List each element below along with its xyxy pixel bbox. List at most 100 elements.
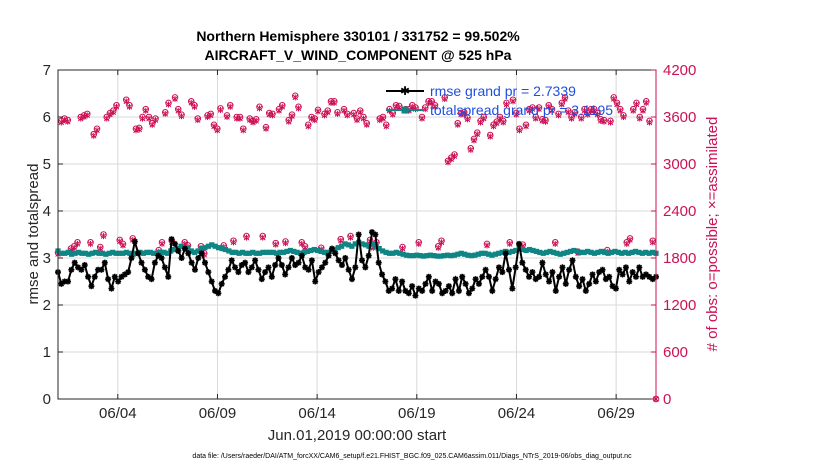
totalspread-point: [280, 249, 287, 255]
rmse-point: [345, 266, 352, 273]
obs-assimilated-point: [165, 101, 172, 108]
rmse-point: [88, 283, 95, 290]
rmse-point: [435, 280, 442, 287]
rmse-point-stroke: [235, 269, 242, 275]
rmse-point-stroke: [456, 288, 462, 294]
obs-assimilated-point: [383, 123, 390, 130]
rmse-point: [499, 269, 506, 276]
totalspread-point: [523, 247, 529, 254]
rmse-point: [612, 285, 619, 292]
rmse-point: [262, 269, 269, 276]
obs-assimilated-point: [532, 115, 539, 122]
rmse-point: [539, 259, 546, 266]
rmse-point-stroke: [302, 264, 308, 271]
obs-assimilated-point: [506, 240, 513, 247]
obs-assimilated-point: [565, 109, 572, 116]
rmse-point-stroke: [269, 274, 275, 280]
obs-assimilated-point: [630, 107, 637, 114]
obs-assimilated-point: [120, 242, 126, 249]
rmse-point: [248, 264, 255, 271]
rmse-point: [495, 264, 502, 271]
rmse-point-stroke: [355, 231, 362, 238]
totalspread-point: [499, 249, 505, 255]
obs-assimilated-point: [633, 101, 640, 108]
y-tick-label-left: 3: [43, 250, 51, 267]
y-tick-label-right: 0: [663, 391, 671, 408]
totalspread-point: [140, 250, 147, 256]
rmse-point-stroke: [352, 264, 359, 271]
rmse-point: [205, 269, 212, 276]
obs-assimilated-point: [552, 240, 559, 247]
totalspread-point: [253, 250, 259, 256]
rmse-point: [449, 290, 456, 297]
rmse-point-stroke: [506, 266, 512, 273]
rmse-point: [512, 264, 519, 271]
totalspread-point: [602, 249, 608, 255]
totalspread-point: [195, 248, 201, 254]
obs-assimilated-point: [159, 240, 165, 247]
rmse-point-stroke: [309, 257, 315, 264]
obs-assimilated-point: [84, 112, 91, 119]
x-tick-label: 06/04: [99, 405, 137, 422]
rmse-point: [559, 264, 566, 271]
totalspread-point: [359, 241, 365, 247]
y-tick-label-right: 4200: [663, 62, 696, 79]
totalspread-point: [144, 249, 150, 255]
rmse-point-stroke: [91, 274, 98, 280]
rmse-point-stroke: [202, 259, 208, 266]
obs-assimilated-point: [107, 111, 113, 118]
rmse-point-stroke: [522, 266, 529, 273]
obs-assimilated-point: [250, 119, 256, 126]
rmse-point: [526, 273, 533, 280]
totalspread-point: [246, 250, 252, 256]
totalspread-point: [315, 247, 321, 254]
rmse-point-stroke: [542, 271, 549, 278]
rmse-point-stroke: [208, 278, 215, 285]
rmse-point: [629, 269, 636, 276]
totalspread-point: [79, 250, 85, 256]
obs-assimilated-point: [94, 127, 100, 134]
totalspread-point: [475, 251, 481, 257]
rmse-point-stroke: [583, 288, 589, 294]
rmse-point-stroke: [102, 259, 108, 266]
obs-assimilated-point: [542, 118, 549, 125]
rmse-point-stroke: [88, 283, 95, 289]
rmse-point-stroke: [379, 271, 385, 278]
rmse-point: [492, 276, 499, 283]
y-axis-label-right: # of obs: o=possible; ×=assimilated: [704, 117, 721, 352]
obs-assimilated-point: [100, 233, 107, 240]
rmse-point: [278, 262, 285, 269]
rmse-point-stroke: [185, 250, 192, 257]
rmse-point-stroke: [489, 288, 496, 294]
rmse-point-stroke: [158, 255, 165, 261]
obs-assimilated-point: [194, 117, 201, 124]
totalspread-point: [127, 250, 133, 256]
totalspread-point: [92, 249, 99, 255]
totalspread-point: [342, 241, 348, 247]
totalspread-point: [294, 249, 300, 255]
obs-assimilated-point: [441, 95, 448, 102]
y-tick-label-left: 4: [43, 203, 51, 220]
rmse-point: [228, 257, 235, 264]
x-tick-label: 06/29: [597, 405, 635, 422]
rmse-point-stroke: [182, 245, 188, 252]
totalspread-point: [571, 247, 577, 254]
legend-spread-marker: [401, 106, 409, 114]
totalspread-point: [267, 249, 273, 255]
rmse-point-stroke: [606, 274, 612, 280]
rmse-point: [265, 264, 272, 271]
totalspread-point: [86, 251, 92, 257]
rmse-point-stroke: [476, 281, 482, 287]
rmse-point: [78, 266, 85, 273]
totalspread-point: [639, 250, 645, 256]
obs-assimilated-point: [646, 119, 653, 126]
obs-assimilated-point: [207, 112, 214, 119]
rmse-point-stroke: [563, 281, 569, 287]
obs-assimilated-point: [146, 115, 152, 122]
totalspread-point: [526, 246, 533, 253]
rmse-point: [489, 287, 496, 294]
rmse-point-stroke: [128, 255, 135, 261]
obs-assimilated-point: [237, 115, 243, 122]
obs-assimilated-point: [568, 115, 575, 122]
obs-assimilated-point: [341, 107, 347, 114]
